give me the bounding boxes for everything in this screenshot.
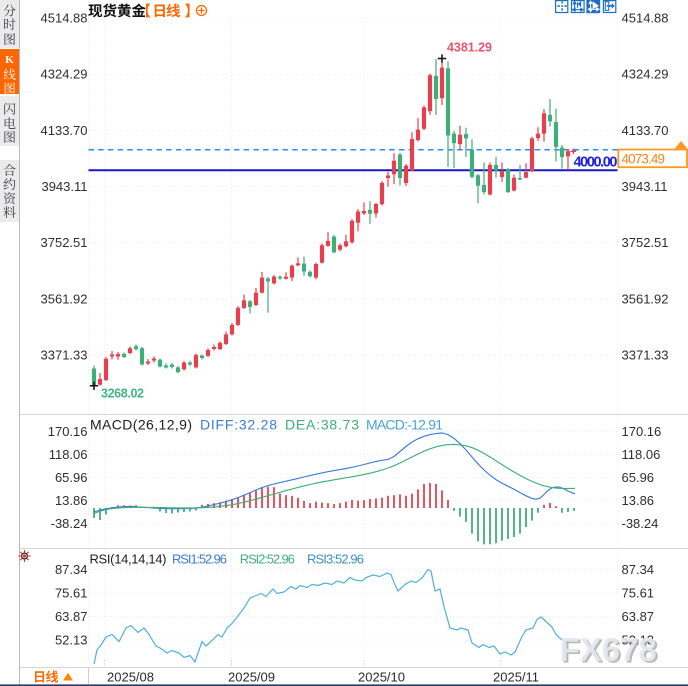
- svg-text:MACD(26,12,9): MACD(26,12,9): [90, 417, 192, 433]
- svg-text:3268.02: 3268.02: [101, 387, 144, 401]
- svg-text:118.06: 118.06: [49, 447, 88, 462]
- svg-text:4133.70: 4133.70: [622, 123, 669, 138]
- svg-text:63.87: 63.87: [622, 609, 655, 624]
- svg-text:RSI2:52.96: RSI2:52.96: [240, 551, 295, 566]
- svg-text:4514.88: 4514.88: [622, 11, 669, 26]
- svg-text:4514.88: 4514.88: [41, 11, 88, 26]
- svg-text:13.86: 13.86: [55, 493, 88, 508]
- svg-text:FX678: FX678: [562, 633, 659, 670]
- svg-text:DEA:38.73: DEA:38.73: [285, 417, 359, 433]
- svg-text:52.13: 52.13: [55, 633, 88, 648]
- svg-text:118.06: 118.06: [622, 447, 661, 462]
- svg-text:3561.92: 3561.92: [41, 291, 88, 306]
- svg-text:FX678: FX678: [560, 631, 657, 668]
- svg-text:K: K: [5, 54, 14, 66]
- svg-text:3752.51: 3752.51: [622, 235, 669, 250]
- svg-text:13.86: 13.86: [622, 493, 655, 508]
- svg-text:RSI(14,14,14): RSI(14,14,14): [90, 551, 167, 566]
- svg-text:2025/09: 2025/09: [228, 670, 275, 685]
- svg-text:4381.29: 4381.29: [447, 41, 492, 55]
- svg-text:4073.49: 4073.49: [622, 152, 666, 167]
- svg-text:2025/08: 2025/08: [107, 670, 154, 685]
- svg-text:63.87: 63.87: [55, 609, 88, 624]
- svg-text:3752.51: 3752.51: [41, 235, 88, 250]
- svg-text:4000.00: 4000.00: [574, 155, 618, 171]
- svg-text:170.16: 170.16: [622, 424, 662, 439]
- svg-text:4133.70: 4133.70: [41, 123, 88, 138]
- svg-text:4324.29: 4324.29: [622, 67, 669, 82]
- svg-text:3371.33: 3371.33: [41, 348, 88, 363]
- svg-text:2025/10: 2025/10: [358, 670, 405, 685]
- svg-text:RSI1:52.96: RSI1:52.96: [172, 551, 227, 566]
- svg-text:3943.11: 3943.11: [622, 179, 668, 194]
- svg-text:2025/11: 2025/11: [493, 670, 539, 685]
- svg-text:3561.92: 3561.92: [622, 291, 669, 306]
- svg-text:MACD:-12.91: MACD:-12.91: [366, 417, 443, 433]
- svg-text:3371.33: 3371.33: [622, 348, 669, 363]
- svg-text:87.34: 87.34: [55, 562, 88, 577]
- svg-text:75.61: 75.61: [55, 586, 88, 601]
- svg-text:DIFF:32.28: DIFF:32.28: [200, 417, 277, 433]
- svg-text:-38.24: -38.24: [622, 516, 659, 531]
- svg-text:65.96: 65.96: [622, 470, 655, 485]
- svg-text:-38.24: -38.24: [51, 516, 88, 531]
- svg-text:65.96: 65.96: [55, 470, 88, 485]
- svg-text:4324.29: 4324.29: [41, 67, 88, 82]
- svg-text:87.34: 87.34: [622, 562, 655, 577]
- svg-text:RSI3:52.96: RSI3:52.96: [307, 551, 364, 566]
- svg-text:75.61: 75.61: [622, 586, 655, 601]
- svg-text:52.13: 52.13: [622, 633, 655, 648]
- svg-text:3943.11: 3943.11: [41, 179, 87, 194]
- svg-text:170.16: 170.16: [48, 424, 88, 439]
